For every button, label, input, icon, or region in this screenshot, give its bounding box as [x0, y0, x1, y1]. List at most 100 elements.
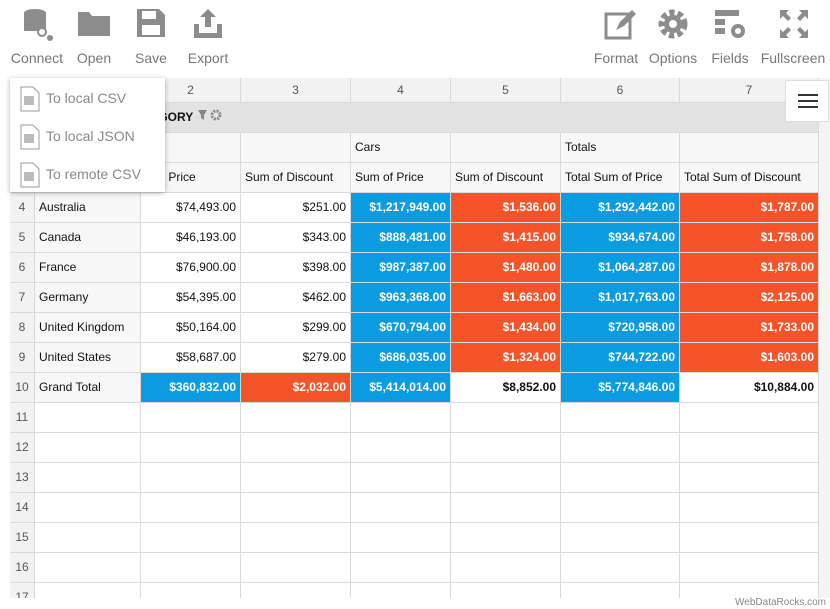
- row-number: 16: [10, 553, 35, 583]
- group-header: [680, 133, 819, 163]
- empty-cell: [141, 463, 241, 493]
- value-cell: $963,368.00: [351, 283, 451, 313]
- column-number: 3: [241, 78, 351, 103]
- grid-bottom: [0, 598, 830, 609]
- empty-cell: [35, 433, 141, 463]
- measure-header: Sum of Discount: [241, 163, 351, 193]
- empty-cell: [35, 493, 141, 523]
- empty-cell: [680, 523, 819, 553]
- empty-cell: [141, 493, 241, 523]
- menu-button[interactable]: [785, 80, 829, 122]
- row-number: 15: [10, 523, 35, 553]
- measure-header: Total Sum of Discount: [680, 163, 819, 193]
- menu-item[interactable]: To remote CSV: [46, 166, 141, 182]
- row-number: 14: [10, 493, 35, 523]
- empty-cell: [141, 403, 241, 433]
- row-label: Canada: [35, 223, 141, 253]
- export-icon[interactable]: [192, 8, 224, 40]
- value-cell: $76,900.00: [141, 253, 241, 283]
- value-cell: $50,164.00: [141, 313, 241, 343]
- value-cell: $8,852.00: [451, 373, 561, 403]
- value-cell: $2,125.00: [680, 283, 819, 313]
- watermark: WebDataRocks.com: [735, 597, 826, 608]
- menu-item[interactable]: To local CSV: [46, 90, 127, 106]
- empty-cell: [141, 523, 241, 553]
- row-number: 13: [10, 463, 35, 493]
- toolbar-label[interactable]: Fullscreen: [760, 50, 826, 66]
- empty-cell: [451, 403, 561, 433]
- value-cell: $1,415.00: [451, 223, 561, 253]
- row-label: Australia: [35, 193, 141, 223]
- hamburger-icon: [798, 94, 818, 108]
- connect-icon[interactable]: [22, 8, 54, 42]
- value-cell: $670,794.00: [351, 313, 451, 343]
- toolbar-label[interactable]: Fields: [711, 50, 749, 66]
- empty-cell: [351, 523, 451, 553]
- column-number: 4: [351, 78, 451, 103]
- value-cell: $2,032.00: [241, 373, 351, 403]
- value-cell: $1,217,949.00: [351, 193, 451, 223]
- row-number: 7: [10, 283, 35, 313]
- value-cell: $1,733.00: [680, 313, 819, 343]
- empty-cell: [141, 433, 241, 463]
- value-cell: $1,017,763.00: [561, 283, 680, 313]
- empty-cell: [561, 403, 680, 433]
- empty-cell: [351, 433, 451, 463]
- value-cell: $1,324.00: [451, 343, 561, 373]
- empty-cell: [451, 463, 561, 493]
- fullscreen-icon[interactable]: [778, 8, 810, 40]
- empty-cell: [451, 433, 561, 463]
- row-number: 11: [10, 403, 35, 433]
- empty-cell: [561, 523, 680, 553]
- empty-cell: [351, 463, 451, 493]
- row-label: France: [35, 253, 141, 283]
- value-cell: $1,536.00: [451, 193, 561, 223]
- empty-cell: [451, 553, 561, 583]
- value-cell: $1,663.00: [451, 283, 561, 313]
- toolbar-label[interactable]: Format: [593, 50, 639, 66]
- toolbar-label[interactable]: Connect: [10, 50, 64, 66]
- empty-cell: [680, 493, 819, 523]
- value-cell: $5,414,014.00: [351, 373, 451, 403]
- toolbar-label[interactable]: Save: [135, 50, 167, 66]
- value-cell: $686,035.00: [351, 343, 451, 373]
- options-icon[interactable]: [657, 8, 689, 40]
- value-cell: $279.00: [241, 343, 351, 373]
- row-number: 9: [10, 343, 35, 373]
- format-icon[interactable]: [604, 8, 638, 42]
- save-icon[interactable]: [136, 8, 166, 38]
- row-number: 8: [10, 313, 35, 343]
- file-icon: [20, 162, 40, 188]
- value-cell: $1,878.00: [680, 253, 819, 283]
- value-cell: $934,674.00: [561, 223, 680, 253]
- value-cell: $1,292,442.00: [561, 193, 680, 223]
- value-cell: $1,480.00: [451, 253, 561, 283]
- open-icon[interactable]: [77, 8, 111, 38]
- empty-cell: [351, 493, 451, 523]
- value-cell: $5,774,846.00: [561, 373, 680, 403]
- row-label: Grand Total: [35, 373, 141, 403]
- value-cell: $360,832.00: [141, 373, 241, 403]
- value-cell: $74,493.00: [141, 193, 241, 223]
- filter-icons[interactable]: [197, 109, 225, 121]
- row-label: United Kingdom: [35, 313, 141, 343]
- empty-cell: [241, 403, 351, 433]
- menu-item[interactable]: To local JSON: [46, 128, 135, 144]
- fields-icon[interactable]: [714, 8, 748, 42]
- toolbar-label[interactable]: Open: [76, 50, 112, 66]
- value-cell: $10,884.00: [680, 373, 819, 403]
- value-cell: $46,193.00: [141, 223, 241, 253]
- row-number: 5: [10, 223, 35, 253]
- value-cell: $1,434.00: [451, 313, 561, 343]
- empty-cell: [680, 463, 819, 493]
- value-cell: $251.00: [241, 193, 351, 223]
- file-icon: [20, 86, 40, 112]
- toolbar-label[interactable]: Options: [648, 50, 698, 66]
- empty-cell: [351, 403, 451, 433]
- empty-cell: [35, 523, 141, 553]
- empty-cell: [351, 553, 451, 583]
- value-cell: $888,481.00: [351, 223, 451, 253]
- file-icon: [20, 124, 40, 150]
- toolbar-label[interactable]: Export: [187, 50, 229, 66]
- value-cell: $299.00: [241, 313, 351, 343]
